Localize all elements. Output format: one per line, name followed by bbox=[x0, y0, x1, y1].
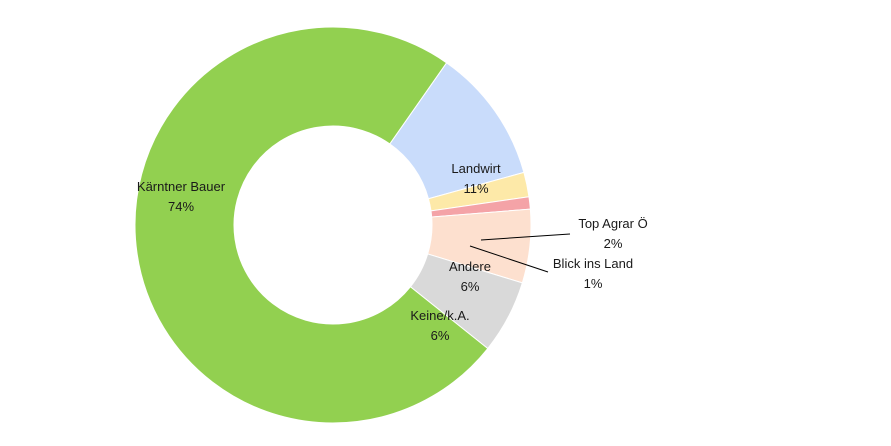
leader-line-blick-ins-land bbox=[469, 245, 549, 273]
slices-group bbox=[134, 26, 532, 424]
slice-name-label-kaerntner-bauer: Kärntner Bauer bbox=[137, 179, 226, 194]
labels-group: Landwirt 11% Top Agrar Ö 2% Blick ins Land 1%… bbox=[137, 161, 648, 343]
leader-lines-group bbox=[469, 233, 571, 273]
slice-value-label-kaerntner-bauer: 74% bbox=[168, 199, 194, 214]
slice-name-label-andere: Andere bbox=[449, 259, 491, 274]
leader-line-top-agrar-oe bbox=[480, 233, 571, 241]
slice-name-label-keine-k-a: Keine/k.A. bbox=[410, 308, 469, 323]
slice-kaerntner-bauer bbox=[134, 26, 489, 424]
slice-name-label-top-agrar-oe: Top Agrar Ö bbox=[578, 216, 647, 231]
slice-name-label-blick-ins-land: Blick ins Land bbox=[553, 256, 633, 271]
slice-value-label-top-agrar-oe: 2% bbox=[604, 236, 623, 251]
slice-name-label-landwirt: Landwirt bbox=[451, 161, 501, 176]
slice-value-label-andere: 6% bbox=[461, 279, 480, 294]
slice-value-label-landwirt: 11% bbox=[463, 181, 488, 196]
slice-value-label-blick-ins-land: 1% bbox=[584, 276, 603, 291]
slice-value-label-keine-k-a: 6% bbox=[431, 328, 450, 343]
